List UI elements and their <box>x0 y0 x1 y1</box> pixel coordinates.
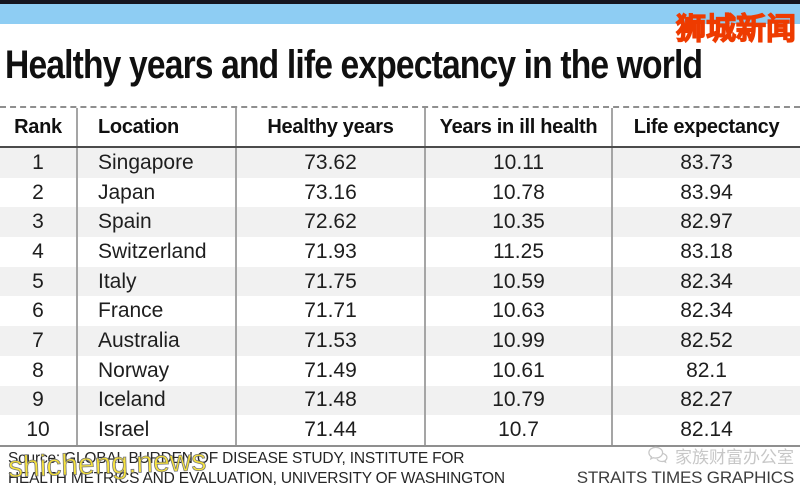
cell-rank: 3 <box>0 207 78 238</box>
credit-block: 家族财富办公室 STRAITS TIMES GRAPHICS <box>577 445 794 488</box>
table-row: 7 Australia 71.53 10.99 82.52 <box>0 326 800 356</box>
cell-location: Italy <box>78 266 237 297</box>
cell-healthy-years: 71.93 <box>237 237 426 267</box>
cell-life-expectancy: 82.34 <box>680 299 733 323</box>
cell-life-expectancy: 83.18 <box>680 239 733 263</box>
cell-healthy-years: 71.71 <box>237 296 426 327</box>
source-line-2: HEALTH METRICS AND EVALUATION, UNIVERSIT… <box>8 469 505 487</box>
cell-rank: 9 <box>0 385 78 416</box>
cell-life-expectancy: 82.14 <box>680 418 733 442</box>
chat-bubbles-icon <box>648 446 668 464</box>
table-row: 3 Spain 72.62 10.35 82.97 <box>0 207 800 238</box>
cell-location: Australia <box>78 326 237 356</box>
graphics-credit: STRAITS TIMES GRAPHICS <box>576 468 794 487</box>
cell-years-ill-health: 10.35 <box>426 207 613 238</box>
cell-location: France <box>78 296 237 327</box>
table-row: 2 Japan 73.16 10.78 83.94 <box>0 177 800 208</box>
cell-rank: 4 <box>0 237 78 267</box>
cell-rank: 8 <box>0 355 78 386</box>
footer: Source: GLOBAL BURDEN OF DISEASE STUDY, … <box>0 445 800 491</box>
table-header-row: Rank Location Healthy years Years in ill… <box>0 108 800 148</box>
wechat-watermark-label: 家族财富办公室 <box>675 447 794 467</box>
source-note: Source: GLOBAL BURDEN OF DISEASE STUDY, … <box>8 449 505 488</box>
cell-healthy-years: 71.53 <box>237 326 426 356</box>
cell-location: Israel <box>78 415 237 445</box>
cell-years-ill-health: 10.78 <box>426 177 613 208</box>
cell-healthy-years: 73.62 <box>237 148 426 178</box>
cell-healthy-years: 71.48 <box>237 385 426 416</box>
top-black-bar <box>0 0 800 4</box>
source-line-1: Source: GLOBAL BURDEN OF DISEASE STUDY, … <box>8 450 465 467</box>
wechat-watermark: 家族财富办公室 <box>577 445 794 467</box>
cell-years-ill-health: 10.79 <box>426 385 613 416</box>
cell-location: Spain <box>78 207 237 238</box>
cell-years-ill-health: 10.7 <box>426 415 613 445</box>
cell-life-expectancy: 83.94 <box>680 180 733 204</box>
table-row: 10 Israel 71.44 10.7 82.14 <box>0 415 800 445</box>
cell-location: Japan <box>78 177 237 208</box>
cell-years-ill-health: 10.99 <box>426 326 613 356</box>
cell-healthy-years: 72.62 <box>237 207 426 238</box>
cell-life-expectancy: 82.1 <box>686 358 727 382</box>
cell-years-ill-health: 10.61 <box>426 355 613 386</box>
table-row: 5 Italy 71.75 10.59 82.34 <box>0 266 800 297</box>
cell-healthy-years: 73.16 <box>237 177 426 208</box>
table-row: 6 France 71.71 10.63 82.34 <box>0 296 800 327</box>
cell-life-expectancy: 82.97 <box>680 210 733 234</box>
data-table: Rank Location Healthy years Years in ill… <box>0 106 800 447</box>
cell-years-ill-health: 10.11 <box>426 148 613 178</box>
cell-healthy-years: 71.44 <box>237 415 426 445</box>
cell-rank: 10 <box>0 415 78 445</box>
cell-life-expectancy: 83.73 <box>680 150 733 174</box>
table-row: 9 Iceland 71.48 10.79 82.27 <box>0 385 800 416</box>
table-row: 8 Norway 71.49 10.61 82.1 <box>0 355 800 386</box>
column-header-life-expectancy: Life expectancy <box>633 115 780 138</box>
cell-healthy-years: 71.75 <box>237 266 426 297</box>
cell-rank: 1 <box>0 148 78 178</box>
title-area: Healthy years and life expectancy in the… <box>0 24 800 106</box>
table-row: 1 Singapore 73.62 10.11 83.73 <box>0 148 800 178</box>
column-header-rank: Rank <box>0 108 78 146</box>
cell-healthy-years: 71.49 <box>237 355 426 386</box>
table-row: 4 Switzerland 71.93 11.25 83.18 <box>0 237 800 267</box>
cell-location: Singapore <box>78 148 237 178</box>
watermark-shicheng-cn: 狮城新闻 <box>675 13 796 46</box>
cell-life-expectancy: 82.52 <box>680 328 733 352</box>
table-body: 1 Singapore 73.62 10.11 83.73 2 Japan 73… <box>0 148 800 447</box>
page-title: Healthy years and life expectancy in the… <box>5 42 703 87</box>
column-header-years-ill-health: Years in ill health <box>426 108 613 146</box>
cell-location: Switzerland <box>78 237 237 267</box>
cell-years-ill-health: 11.25 <box>426 237 613 267</box>
accent-blue-bar <box>0 4 800 24</box>
cell-rank: 5 <box>0 266 78 297</box>
column-header-healthy-years: Healthy years <box>237 108 426 146</box>
cell-rank: 6 <box>0 296 78 327</box>
cell-rank: 7 <box>0 326 78 356</box>
cell-location: Norway <box>78 355 237 386</box>
cell-years-ill-health: 10.59 <box>426 266 613 297</box>
column-header-location: Location <box>78 108 237 146</box>
cell-life-expectancy: 82.27 <box>680 388 733 412</box>
watermark-shicheng-news: shicheng.news <box>7 444 207 485</box>
cell-years-ill-health: 10.63 <box>426 296 613 327</box>
cell-location: Iceland <box>78 385 237 416</box>
cell-life-expectancy: 82.34 <box>680 269 733 293</box>
cell-rank: 2 <box>0 177 78 208</box>
